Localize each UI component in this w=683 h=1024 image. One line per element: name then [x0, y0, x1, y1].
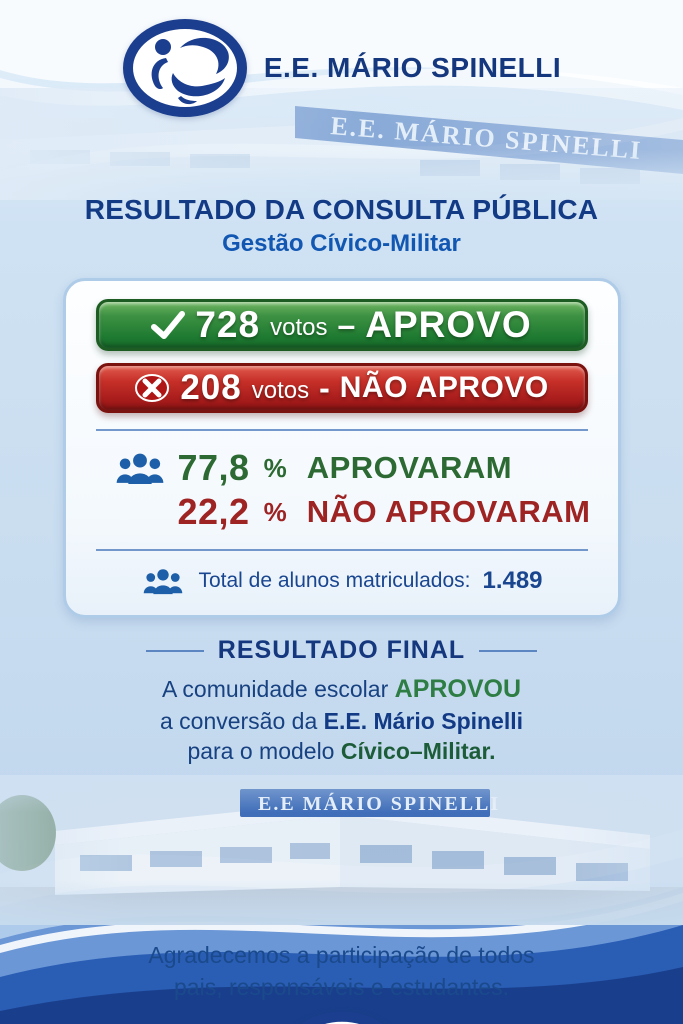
thanks-line1: Agradecemos a participação de todos — [148, 941, 535, 968]
reject-percentage-value: 22,2 — [177, 491, 250, 532]
reject-votes-banner: 208 votos - NÃO APROVO — [95, 363, 588, 413]
final-line2-highlight: E.E. Mário Spinelli — [323, 708, 524, 734]
photo-fade-overlay — [0, 774, 683, 925]
reject-percentage-row: 22,2 % NÃO APROVARAM — [114, 491, 596, 533]
reject-percent-sign: % — [263, 496, 287, 527]
approve-label: APROVO — [365, 304, 532, 345]
final-result-section: RESULTADO FINAL A comunidade escolar APR… — [0, 636, 683, 767]
results-card: 728 votos – APROVO 208 votos - NÃO APROV… — [62, 278, 621, 618]
page-title: RESULTADO DA CONSULTA PÚBLICA — [84, 194, 599, 225]
total-students-label: Total de alunos matriculados: — [198, 569, 471, 592]
reject-percentage-label: NÃO APROVARAM — [306, 494, 591, 529]
divider — [95, 549, 588, 551]
reject-separator: - — [319, 369, 330, 406]
reject-votes-value: 208 — [180, 368, 242, 407]
reject-votes-unit: votos — [251, 377, 310, 404]
divider — [95, 429, 588, 431]
percentages-block: 77,8 % APROVARAM 22,2 % NÃO APROVARAM — [88, 447, 596, 533]
school-photo: E.E MÁRIO SPINELLI — [0, 774, 683, 925]
reject-label: NÃO APROVO — [339, 371, 549, 404]
check-icon — [151, 311, 186, 339]
final-result-paragraph: A comunidade escolar APROVOU a conversão… — [0, 673, 683, 767]
school-name-title: E.E. MÁRIO SPINELLI — [263, 52, 562, 83]
thanks-message: Agradecemos a participação de todos pais… — [0, 939, 683, 1003]
heading-dash-right — [479, 649, 538, 652]
final-line3-highlight: Cívico–Militar. — [340, 738, 496, 765]
heading-dash-left — [145, 649, 204, 652]
photo-fade-overlay — [0, 88, 683, 200]
x-icon — [135, 374, 170, 402]
final-line3-text: para o modelo — [187, 738, 341, 765]
total-students-value: 1.489 — [482, 567, 543, 594]
approve-percent-sign: % — [263, 452, 287, 483]
header: E.E. MÁRIO SPINELLI — [0, 0, 683, 118]
school-logo-icon — [300, 1011, 383, 1024]
approve-votes-value: 728 — [195, 304, 261, 345]
school-logo-icon — [122, 19, 247, 117]
final-line2-text: a conversão da — [159, 708, 324, 734]
approve-percentage-label: APROVARAM — [306, 450, 513, 485]
final-line1-highlight: APROVOU — [394, 675, 522, 703]
thanks-line2: pais, responsáveis e estudantes. — [174, 973, 509, 1000]
final-result-title: RESULTADO FINAL — [217, 636, 466, 664]
final-line1-text: A comunidade escolar — [161, 676, 395, 702]
approve-votes-unit: votos — [270, 314, 328, 341]
footer: Gestão Escolar - E.E. Mário Spinelli Sor… — [0, 1009, 683, 1024]
approve-percentage-row: 77,8 % APROVARAM — [114, 447, 596, 489]
users-icon — [144, 569, 183, 595]
approve-votes-banner: 728 votos – APROVO — [95, 299, 588, 351]
total-students-row: Total de alunos matriculados: 1.489 — [88, 567, 596, 595]
final-result-heading: RESULTADO FINAL — [0, 636, 683, 665]
page-subtitle: Gestão Cívico-Militar — [222, 230, 461, 257]
approve-separator: – — [337, 306, 356, 343]
users-icon — [116, 453, 163, 484]
approve-percentage-value: 77,8 — [177, 447, 250, 488]
